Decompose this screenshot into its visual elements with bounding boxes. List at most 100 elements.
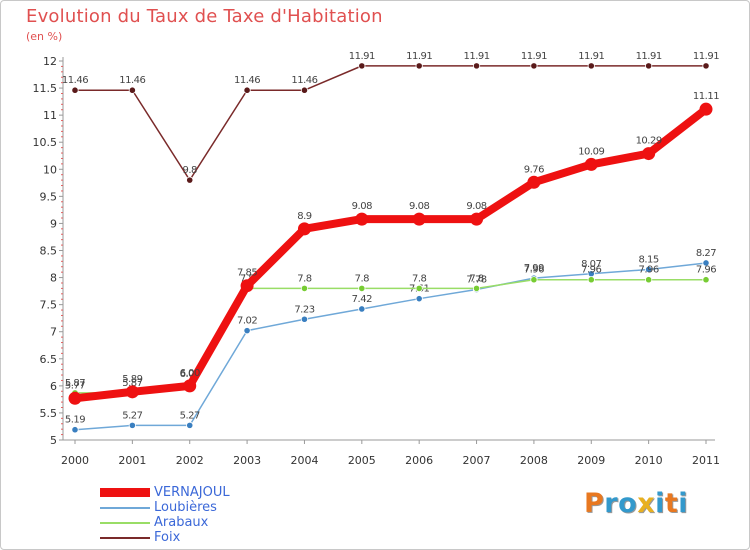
y-tick-label: 6.5 (40, 353, 58, 366)
y-tick-label: 10 (43, 163, 57, 176)
y-tick-label: 7 (50, 326, 57, 339)
data-label-arabaux: 7.8 (469, 273, 484, 284)
data-point-loubires (300, 315, 309, 323)
data-label-foix: 11.91 (406, 51, 432, 62)
data-label-vernajoul: 10.29 (636, 136, 662, 147)
data-point-vernajoul (183, 379, 197, 393)
data-label-loubires: 5.19 (65, 415, 85, 426)
logo-letter: i (678, 488, 689, 519)
data-label-vernajoul: 8.9 (297, 211, 312, 222)
data-point-foix (415, 62, 423, 70)
data-point-loubires (702, 259, 710, 267)
legend-label-arabaux: Arabaux (154, 515, 209, 530)
data-label-foix: 11.46 (234, 75, 260, 86)
logo-letter: x (637, 488, 656, 519)
logo-letter: r (604, 488, 619, 519)
y-tick-label: 12 (43, 55, 57, 68)
y-tick-label: 7.5 (40, 299, 58, 312)
data-point-vernajoul (240, 279, 254, 293)
y-tick-label: 11 (43, 109, 57, 122)
data-label-arabaux: 5.87 (122, 378, 142, 389)
data-point-vernajoul (527, 175, 541, 189)
data-label-loubires: 7.99 (524, 263, 544, 274)
data-label-foix: 11.91 (521, 51, 547, 62)
data-label-loubires: 5.27 (180, 410, 200, 421)
data-point-vernajoul (584, 157, 598, 171)
data-label-vernajoul: 11.11 (693, 91, 719, 102)
data-label-arabaux: 7.96 (696, 265, 716, 276)
x-tick-label: 2001 (118, 454, 146, 467)
y-tick-label: 5 (50, 434, 57, 447)
data-point-loubires (358, 305, 366, 313)
data-point-foix (702, 62, 710, 70)
data-label-vernajoul: 9.08 (466, 201, 486, 212)
y-tick-label: 5.5 (40, 407, 58, 420)
data-label-vernajoul: 9.08 (352, 201, 372, 212)
data-label-loubires: 7.23 (294, 304, 314, 315)
data-label-arabaux: 7.8 (297, 273, 312, 284)
data-label-foix: 11.91 (693, 51, 719, 62)
data-label-vernajoul: 10.09 (578, 146, 604, 157)
data-point-foix (300, 86, 309, 94)
legend-label-vernajoul: VERNAJOUL (154, 485, 230, 500)
data-point-loubires (128, 421, 136, 429)
legend-item-foix: Foix (100, 531, 300, 545)
x-tick-label: 2000 (61, 454, 89, 467)
y-tick-label: 9.5 (40, 190, 58, 203)
data-label-vernajoul: 7.85 (237, 268, 257, 279)
chart-title: Evolution du Taux de Taxe d'Habitation (26, 6, 383, 27)
x-tick-label: 2002 (176, 454, 204, 467)
data-point-foix (128, 86, 136, 94)
data-point-arabaux (530, 276, 538, 284)
legend-swatch-loubieres (100, 507, 150, 509)
data-point-vernajoul (297, 222, 311, 236)
data-label-foix: 11.46 (291, 75, 317, 86)
data-point-arabaux (358, 284, 366, 292)
data-point-vernajoul (470, 212, 484, 226)
series-line-loubires (74, 262, 707, 431)
data-label-loubires: 7.02 (237, 316, 257, 327)
chart-unit-label: (en %) (26, 30, 63, 43)
data-point-foix (186, 176, 194, 184)
data-label-foix: 9.8 (183, 165, 198, 176)
data-point-loubires (645, 265, 653, 274)
data-point-loubires (186, 421, 194, 429)
legend-swatch-vernajoul (100, 488, 150, 497)
data-point-foix (71, 86, 79, 94)
data-label-vernajoul: 5.89 (122, 374, 142, 385)
data-label-vernajoul: 9.76 (524, 164, 544, 175)
y-tick-label: 9 (50, 217, 57, 230)
x-tick-label: 2008 (520, 454, 548, 467)
y-tick-label: 8.5 (40, 245, 58, 258)
data-label-arabaux: 6.03 (180, 369, 200, 380)
legend-label-loubieres: Loubières (154, 500, 217, 515)
proxiti-logo: Proxiti (584, 488, 688, 519)
x-tick-label: 2009 (577, 454, 605, 467)
data-point-foix (530, 62, 538, 70)
data-label-vernajoul: 9.08 (409, 201, 429, 212)
legend-swatch-arabaux (100, 522, 150, 524)
data-label-arabaux: 7.8 (240, 273, 255, 284)
data-point-vernajoul (642, 147, 656, 161)
data-label-foix: 11.91 (349, 51, 375, 62)
data-label-foix: 11.46 (62, 75, 88, 86)
data-point-arabaux (645, 276, 653, 284)
data-point-vernajoul (412, 212, 426, 226)
data-label-arabaux: 7.8 (355, 273, 370, 284)
legend-swatch-foix (100, 537, 150, 539)
data-point-foix (587, 62, 595, 70)
legend-item-vernajoul: VERNAJOUL (100, 486, 300, 500)
logo-letter: o (618, 488, 638, 519)
x-tick-label: 2003 (233, 454, 261, 467)
logo-letter: i (655, 488, 665, 519)
data-point-foix (243, 86, 251, 94)
data-point-vernajoul (355, 212, 369, 226)
data-label-loubires: 8.15 (639, 254, 659, 265)
data-label-loubires: 5.27 (122, 410, 142, 421)
legend-item-arabaux: Arabaux (100, 516, 300, 530)
x-tick-label: 2007 (463, 454, 491, 467)
x-tick-label: 2004 (290, 454, 318, 467)
y-tick-label: 10.5 (33, 136, 58, 149)
legend-item-loubieres: Loubières (100, 501, 300, 515)
data-point-vernajoul (125, 385, 139, 399)
